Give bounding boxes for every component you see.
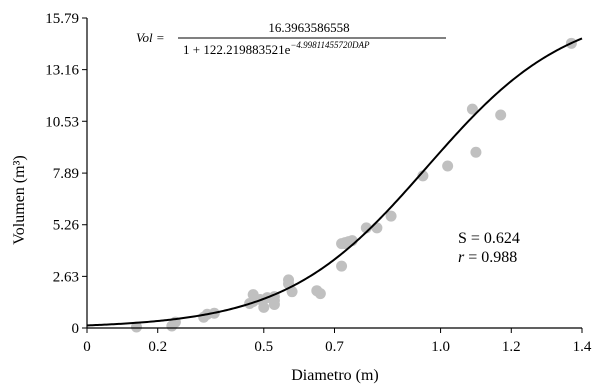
x-tick-label: 1.0 <box>431 339 450 355</box>
y-tick-label: 0 <box>72 321 80 337</box>
x-tick-label: 0.7 <box>325 339 344 355</box>
scatter-point <box>336 260 348 272</box>
scatter-point <box>314 288 326 300</box>
r-symbol: r <box>458 249 465 266</box>
y-axis-ticks: 0 2.63 5.26 7.89 10.53 13.16 15.79 <box>45 11 87 337</box>
scatter-point <box>417 170 429 182</box>
scatter-points <box>131 37 577 333</box>
y-tick-label: 10.53 <box>45 114 79 130</box>
equation-denominator-base: 1 + 122.219883521e <box>183 42 291 57</box>
equation-numerator: 16.3963586558 <box>268 20 349 35</box>
y-axis-title: Volumen (m³) <box>11 155 28 244</box>
scatter-point <box>385 210 397 222</box>
y-tick-label: 7.89 <box>53 166 79 182</box>
s-statistic: S = 0.624 <box>458 230 520 247</box>
y-tick-label: 13.16 <box>45 63 79 79</box>
equation-denominator-exponent: −4.99811455720DAP <box>290 40 370 50</box>
scatter-point <box>268 298 280 310</box>
x-tick-label: 1.4 <box>573 339 592 355</box>
scatter-point <box>131 321 142 333</box>
equation-denominator: 1 + 122.219883521e−4.99811455720DAP <box>183 40 370 57</box>
equation: Vol = 16.3963586558 1 + 122.219883521e−4… <box>136 20 446 57</box>
scatter-point <box>495 109 507 121</box>
x-tick-label: 0 <box>83 339 91 355</box>
y-tick-label: 15.79 <box>45 11 79 27</box>
scatter-point <box>442 160 454 172</box>
y-tick-label: 5.26 <box>53 218 80 234</box>
x-tick-label: 0.5 <box>254 339 273 355</box>
y-tick-label: 2.63 <box>53 269 79 285</box>
scatter-point <box>258 301 270 313</box>
fitted-curve <box>86 37 583 327</box>
x-tick-label: 0.2 <box>148 339 167 355</box>
scatter-point <box>470 146 482 158</box>
r-value: = 0.988 <box>464 249 517 266</box>
r-statistic: r = 0.988 <box>458 249 517 266</box>
scatter-point <box>466 103 478 115</box>
x-tick-label: 1.2 <box>502 339 521 355</box>
scatter-point <box>371 222 383 234</box>
scatter-point <box>283 274 295 286</box>
x-axis-title: Diametro (m) <box>291 367 379 384</box>
equation-lhs: Vol = <box>136 30 165 45</box>
x-axis-ticks: 0 0.2 0.5 0.7 1.0 1.2 1.4 <box>83 328 592 355</box>
